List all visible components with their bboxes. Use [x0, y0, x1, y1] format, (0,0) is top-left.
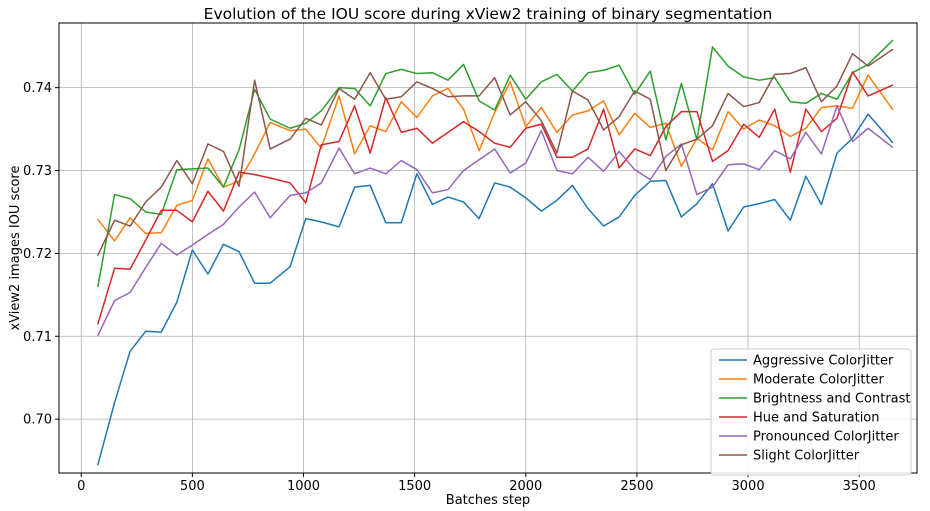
x-tick-label: 500: [180, 479, 205, 494]
x-tick-label: 2000: [509, 479, 542, 494]
plot-area-frame: [58, 22, 918, 474]
series-line-slight-colorjitter: [97, 48, 894, 256]
chart-title: Evolution of the IOU score during xView2…: [204, 5, 773, 23]
series-line-aggressive-colorjitter: [97, 113, 894, 466]
y-tick-label: 0.74: [23, 81, 52, 96]
y-tick-label: 0.70: [23, 413, 52, 428]
y-tick-label: 0.73: [23, 164, 52, 179]
x-tick-label: 0: [77, 479, 85, 494]
legend-entry-label: Hue and Saturation: [753, 411, 880, 426]
series-line-brightness-and-contrast: [97, 39, 894, 288]
legend-entry-label: Slight ColorJitter: [753, 449, 860, 464]
x-tick-label: 1000: [287, 479, 320, 494]
legend-box: [710, 348, 912, 476]
series-line-hue-and-saturation: [97, 71, 894, 325]
grid: [59, 23, 917, 473]
x-tick-label: 3000: [732, 479, 765, 494]
legend-entry-label: Moderate ColorJitter: [753, 373, 885, 388]
series-line-moderate-colorjitter: [97, 74, 894, 242]
x-tick-label: 1500: [398, 479, 431, 494]
y-axis-label: xView2 images IOU score: [8, 166, 23, 331]
legend-entry-label: Pronounced ColorJitter: [753, 430, 899, 445]
y-tick-label: 0.72: [23, 247, 52, 262]
axis-ticks: 0 500 1000 1500 2000 2500 3000 3500 0.70 0.71 0.72…: [23, 81, 876, 494]
legend-entry-label: Brightness and Contrast: [753, 392, 911, 407]
series-line-pronounced-colorjitter: [97, 105, 894, 337]
y-tick-label: 0.71: [23, 330, 52, 345]
series-lines: [97, 39, 894, 466]
legend-entry-label: Aggressive ColorJitter: [753, 354, 894, 369]
x-tick-label: 2500: [620, 479, 653, 494]
legend: Aggressive ColorJitter Moderate ColorJitt…: [710, 348, 912, 476]
x-tick-label: 3500: [843, 479, 876, 494]
x-axis-label: Batches step: [446, 493, 530, 508]
